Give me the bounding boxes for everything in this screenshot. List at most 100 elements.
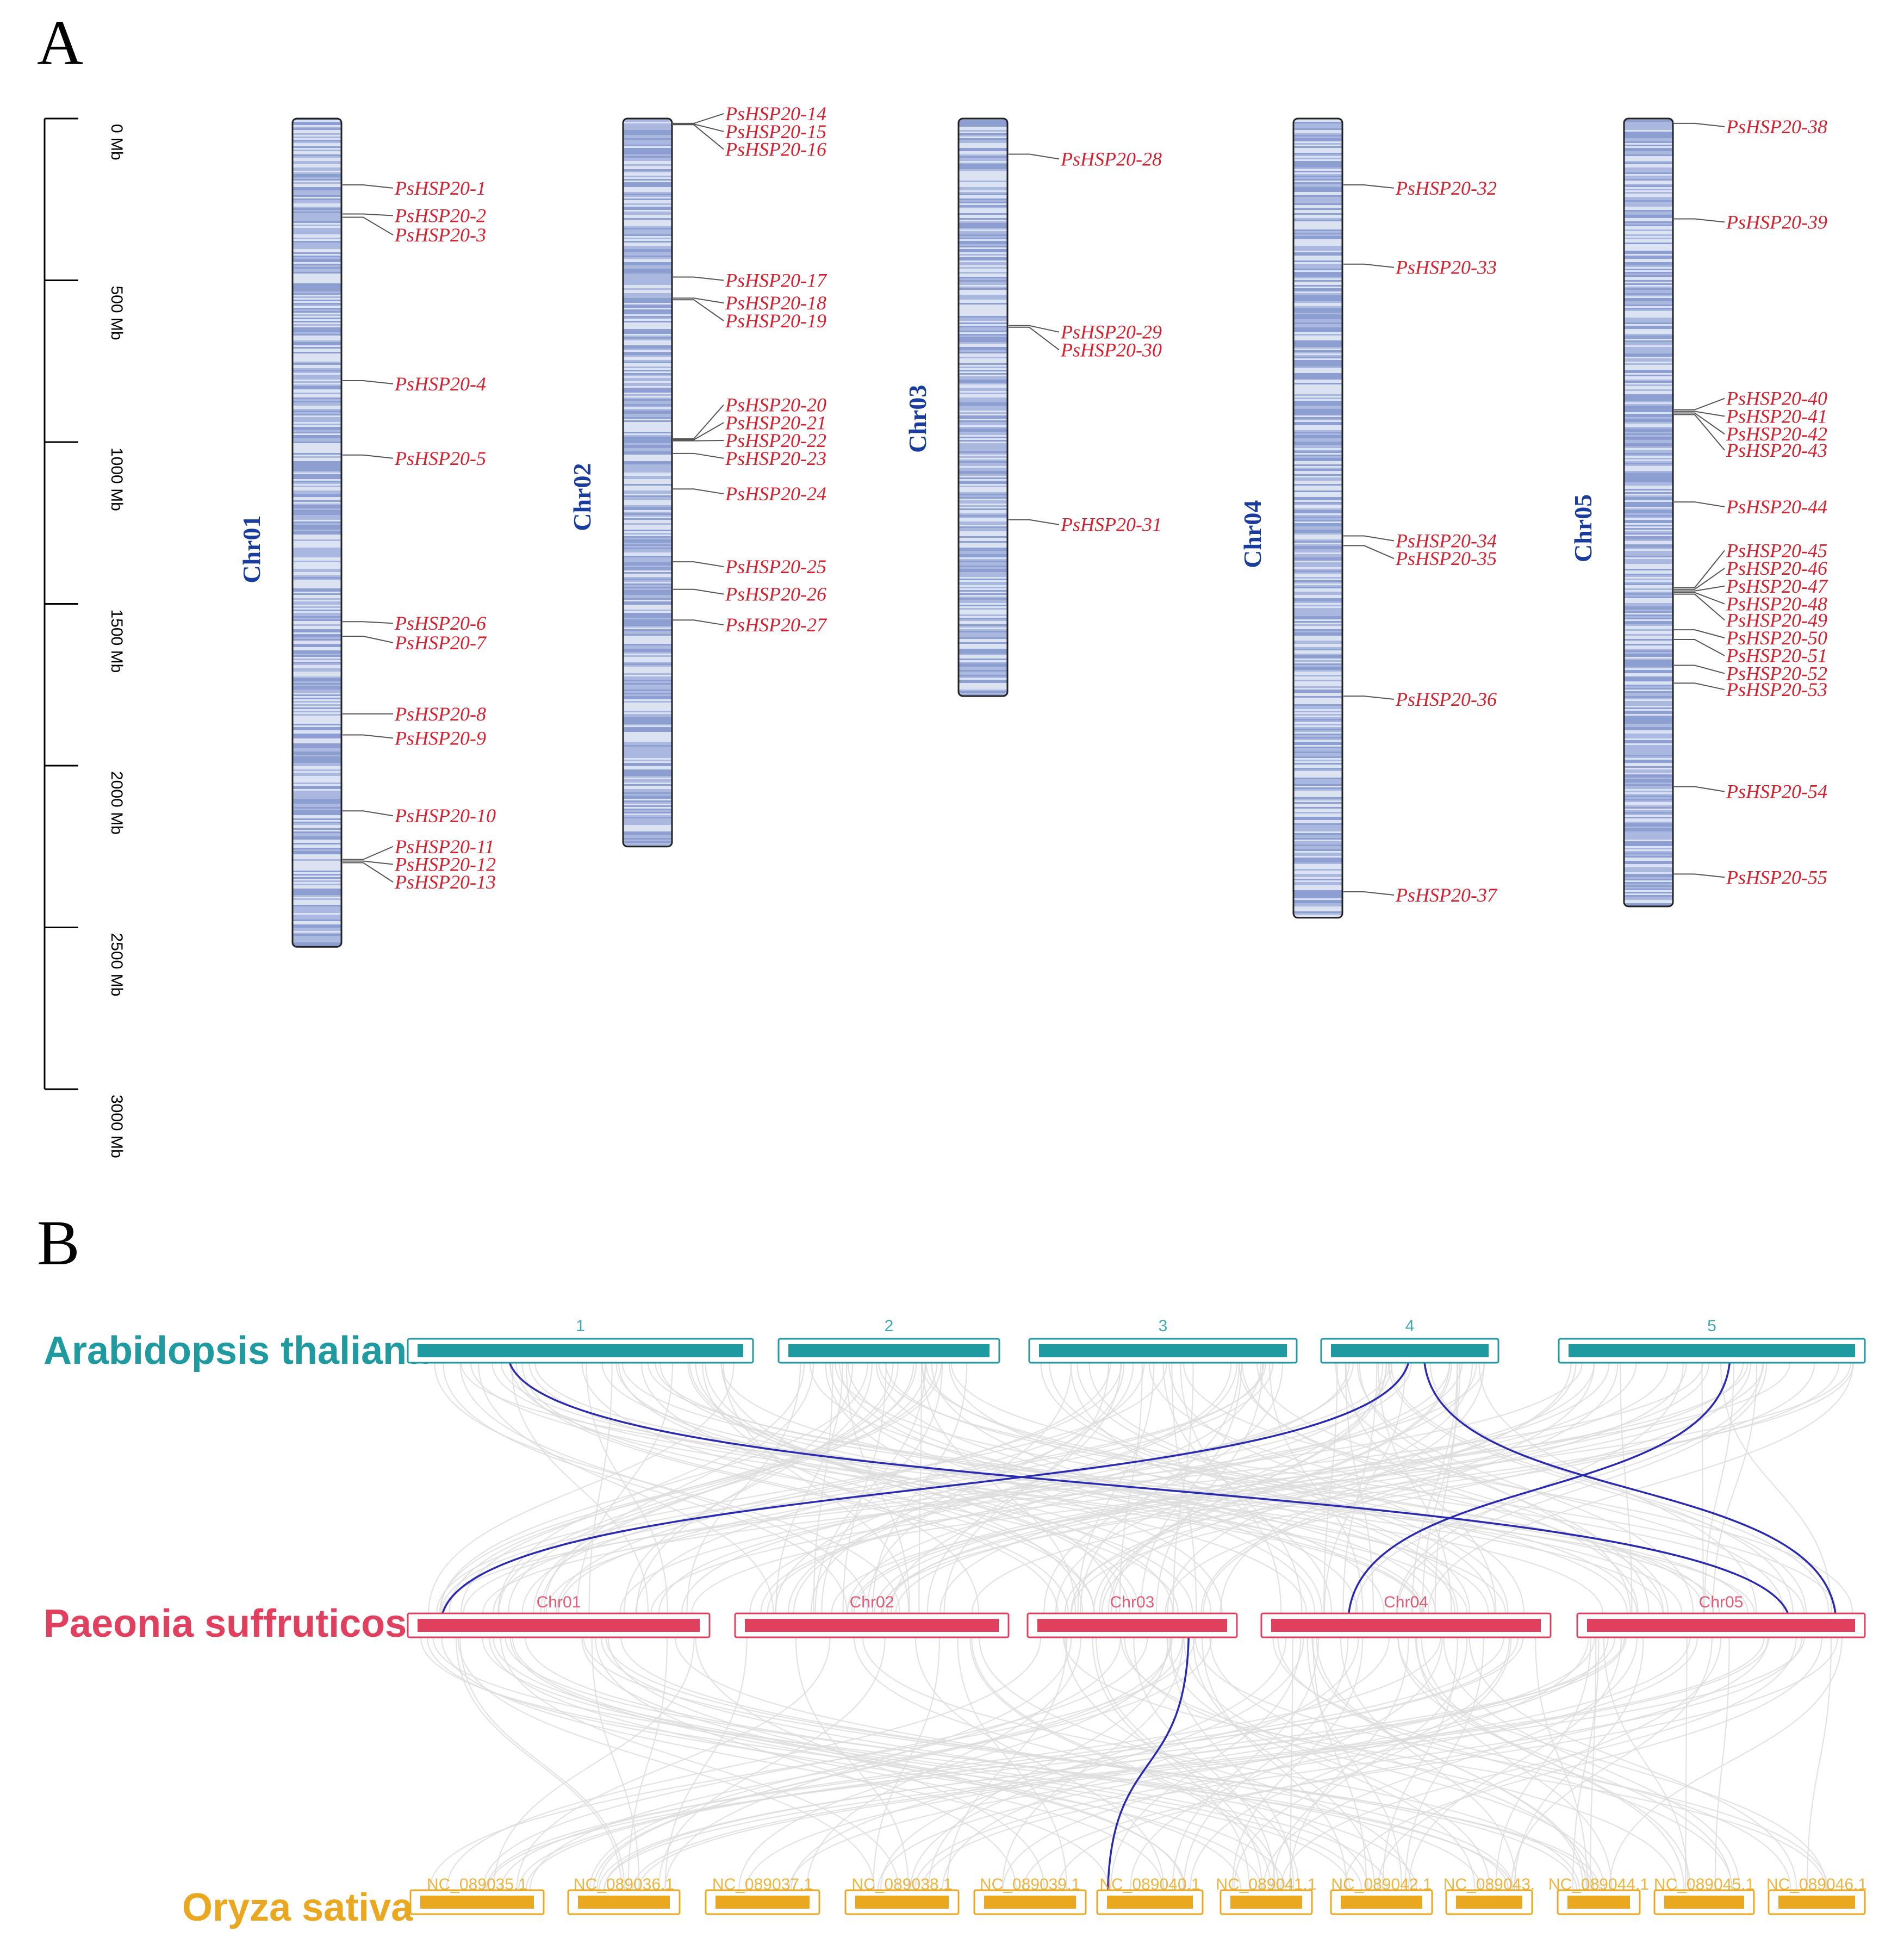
chromosome-block-label: NC_089044.1 (1548, 1876, 1649, 1893)
background-link (1701, 1362, 1704, 1614)
background-link (509, 1637, 1242, 1891)
background-link (521, 1362, 1069, 1614)
chromosome-block-label: Chr03 (1110, 1593, 1155, 1611)
background-link (603, 1637, 1765, 1891)
chromosome-block-label: 4 (1405, 1317, 1415, 1335)
chromosome-block: NC_089038.1 (844, 1876, 960, 1915)
chromosome-block-label: NC_089038.1 (851, 1876, 952, 1893)
chromosome-block-fill (984, 1896, 1076, 1909)
gene-label: PsHSP20-45 (1726, 539, 1827, 561)
gene-connector (1674, 638, 1725, 656)
background-link (942, 1637, 1359, 1891)
background-link (943, 1362, 1109, 1614)
background-link (436, 1362, 1167, 1614)
scale-tick-label: 500 Mb (108, 286, 126, 340)
highlight-link (1106, 1627, 1190, 1902)
gene-connector (673, 113, 724, 124)
background-link (1323, 1362, 1406, 1614)
panel-a-chromosome-map: A 0 Mb 500 Mb 1000 Mb 1500 Mb 2000 Mb 2500 Mb… (37, 7, 1828, 1158)
chromosome-block: Chr05 (1576, 1593, 1866, 1638)
gene-connector (1674, 411, 1725, 417)
gene-connector (1009, 325, 1060, 333)
background-link (1277, 1637, 1733, 1891)
background-link (971, 1637, 1280, 1891)
chromosome-block-label: NC_089040.1 (1099, 1876, 1200, 1893)
chromosome-block-label: Chr04 (1384, 1593, 1428, 1611)
gene-label: PsHSP20-21 (725, 412, 826, 433)
gene-label: PsHSP20-24 (725, 483, 826, 505)
gene-label: PsHSP20-5 (394, 448, 486, 469)
gene-label: PsHSP20-29 (1060, 321, 1162, 343)
gene-label: PsHSP20-6 (394, 612, 486, 634)
gene-label: PsHSP20-11 (394, 836, 494, 858)
background-link (880, 1637, 1287, 1891)
chromosome-block: NC_089036.1 (567, 1876, 681, 1915)
chromosome-block-label: Chr02 (850, 1593, 894, 1611)
gene-label: PsHSP20-51 (1726, 645, 1827, 667)
background-link (1098, 1362, 1452, 1614)
background-link (1397, 1637, 1827, 1891)
chromosome-block-label: NC_089035.1 (427, 1876, 527, 1893)
chromosome-block: Chr04 (1260, 1593, 1552, 1638)
gene-label: PsHSP20-20 (725, 394, 826, 416)
highlight-synteny-links (440, 1352, 1837, 1902)
background-link (1070, 1362, 1333, 1614)
gene-label: PsHSP20-16 (725, 139, 826, 160)
background-link (521, 1362, 1122, 1614)
species-track: Oryza sativa NC_089035.1 NC_089036.1 NC_089… (182, 1876, 1867, 1929)
background-link (1077, 1362, 1496, 1614)
gene-connector (1674, 398, 1725, 411)
background-link (498, 1362, 914, 1614)
gene-label: PsHSP20-41 (1726, 405, 1827, 427)
chromosome-block: 3 (1028, 1317, 1298, 1364)
chromosome-block-fill (1107, 1896, 1193, 1909)
background-link (788, 1637, 1691, 1891)
background-link (525, 1637, 1482, 1891)
scale-tick-label: 2000 Mb (108, 771, 126, 835)
background-link (1720, 1362, 1832, 1614)
background-link (838, 1362, 1316, 1614)
background-link (1171, 1362, 1197, 1614)
gene-connector (673, 452, 724, 459)
background-link (593, 1637, 1184, 1891)
background-link (1140, 1362, 1242, 1614)
gene-label: PsHSP20-14 (725, 103, 826, 125)
background-link (497, 1362, 805, 1614)
gene-connector (343, 621, 394, 624)
background-link (745, 1637, 1596, 1891)
gene-connector (1674, 593, 1725, 621)
chromosome-density-stripes (623, 119, 672, 847)
background-link (627, 1637, 668, 1891)
chromosome-block: 5 (1558, 1317, 1866, 1364)
species-track: Paeonia suffruticosa Chr01 Chr02 Chr03 Chr04… (43, 1593, 1866, 1645)
background-link (1514, 1637, 1644, 1891)
panel-b-synteny-plot: B Arabidopsis thaliana 1 2 3 4 5 Paeonia suffr… (37, 1207, 1867, 1929)
background-link (1209, 1637, 1595, 1891)
background-link (640, 1362, 1095, 1614)
chromosome-block-fill (1587, 1619, 1855, 1632)
background-link (814, 1362, 926, 1614)
background-link (1203, 1362, 1619, 1614)
gene-connector (343, 184, 394, 189)
background-link (1411, 1362, 1458, 1614)
background-link (1377, 1637, 1722, 1891)
gene-connector (343, 860, 394, 865)
background-link (1469, 1637, 1797, 1891)
gene-connector (1674, 629, 1725, 638)
background-link (1057, 1637, 1769, 1891)
background-link (950, 1362, 1837, 1614)
background-link (1684, 1637, 1688, 1891)
chromosome-block-label: NC_089043. (1443, 1876, 1535, 1893)
chromosome-block-label: 3 (1159, 1317, 1168, 1335)
background-link (457, 1637, 875, 1891)
background-link (434, 1362, 900, 1614)
background-link (1200, 1362, 1595, 1614)
background-link (1704, 1362, 1734, 1614)
background-link (1416, 1637, 1613, 1891)
chromosome-label: Chr05 (1569, 494, 1597, 562)
gene-connector (343, 213, 394, 216)
gene-connector (343, 636, 394, 643)
background-link (512, 1637, 1286, 1891)
chromosome-block-fill (788, 1344, 990, 1357)
